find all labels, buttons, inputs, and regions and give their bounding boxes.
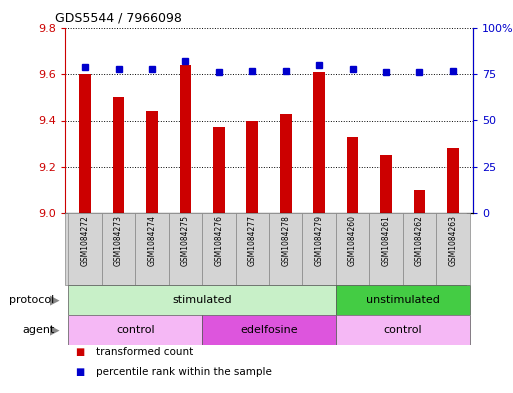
Bar [347, 137, 359, 213]
Text: edelfosine: edelfosine [240, 325, 298, 335]
Text: GSM1084261: GSM1084261 [382, 215, 390, 266]
Bar [102, 213, 135, 285]
Bar [336, 213, 369, 285]
Text: GSM1084276: GSM1084276 [214, 215, 223, 266]
Bar [303, 213, 336, 285]
Text: GSM1084272: GSM1084272 [81, 215, 90, 266]
Text: GSM1084278: GSM1084278 [281, 215, 290, 266]
Bar [235, 213, 269, 285]
Bar [135, 213, 169, 285]
Bar [202, 315, 336, 345]
Text: control: control [116, 325, 154, 335]
Bar [68, 285, 336, 315]
Text: GSM1084273: GSM1084273 [114, 215, 123, 266]
Bar [313, 72, 325, 213]
Bar [79, 74, 91, 213]
Bar [213, 127, 225, 213]
Bar [380, 155, 392, 213]
Text: transformed count: transformed count [96, 347, 193, 357]
Text: stimulated: stimulated [172, 295, 232, 305]
Bar [180, 65, 191, 213]
Text: protocol: protocol [9, 295, 55, 305]
Text: GSM1084277: GSM1084277 [248, 215, 257, 266]
Bar [436, 213, 470, 285]
Text: ▶: ▶ [50, 323, 60, 336]
Bar [68, 213, 102, 285]
Text: control: control [383, 325, 422, 335]
Text: GSM1084279: GSM1084279 [314, 215, 324, 266]
Bar [202, 213, 235, 285]
Bar [169, 213, 202, 285]
Bar [336, 285, 470, 315]
Bar [447, 148, 459, 213]
Bar [280, 114, 291, 213]
Text: GSM1084275: GSM1084275 [181, 215, 190, 266]
Bar [269, 213, 303, 285]
Bar [146, 111, 158, 213]
Bar [403, 213, 436, 285]
Text: GSM1084263: GSM1084263 [448, 215, 458, 266]
Text: ■: ■ [75, 347, 85, 357]
Text: ▶: ▶ [50, 294, 60, 307]
Bar [68, 315, 202, 345]
Text: ■: ■ [75, 367, 85, 377]
Text: GDS5544 / 7966098: GDS5544 / 7966098 [55, 11, 182, 24]
Bar [369, 213, 403, 285]
Text: percentile rank within the sample: percentile rank within the sample [96, 367, 272, 377]
Bar [413, 190, 425, 213]
Text: unstimulated: unstimulated [366, 295, 440, 305]
Text: agent: agent [23, 325, 55, 335]
Bar [336, 315, 470, 345]
Text: GSM1084260: GSM1084260 [348, 215, 357, 266]
Text: GSM1084274: GSM1084274 [147, 215, 156, 266]
Bar [113, 97, 124, 213]
Text: GSM1084262: GSM1084262 [415, 215, 424, 266]
Bar [246, 121, 258, 213]
